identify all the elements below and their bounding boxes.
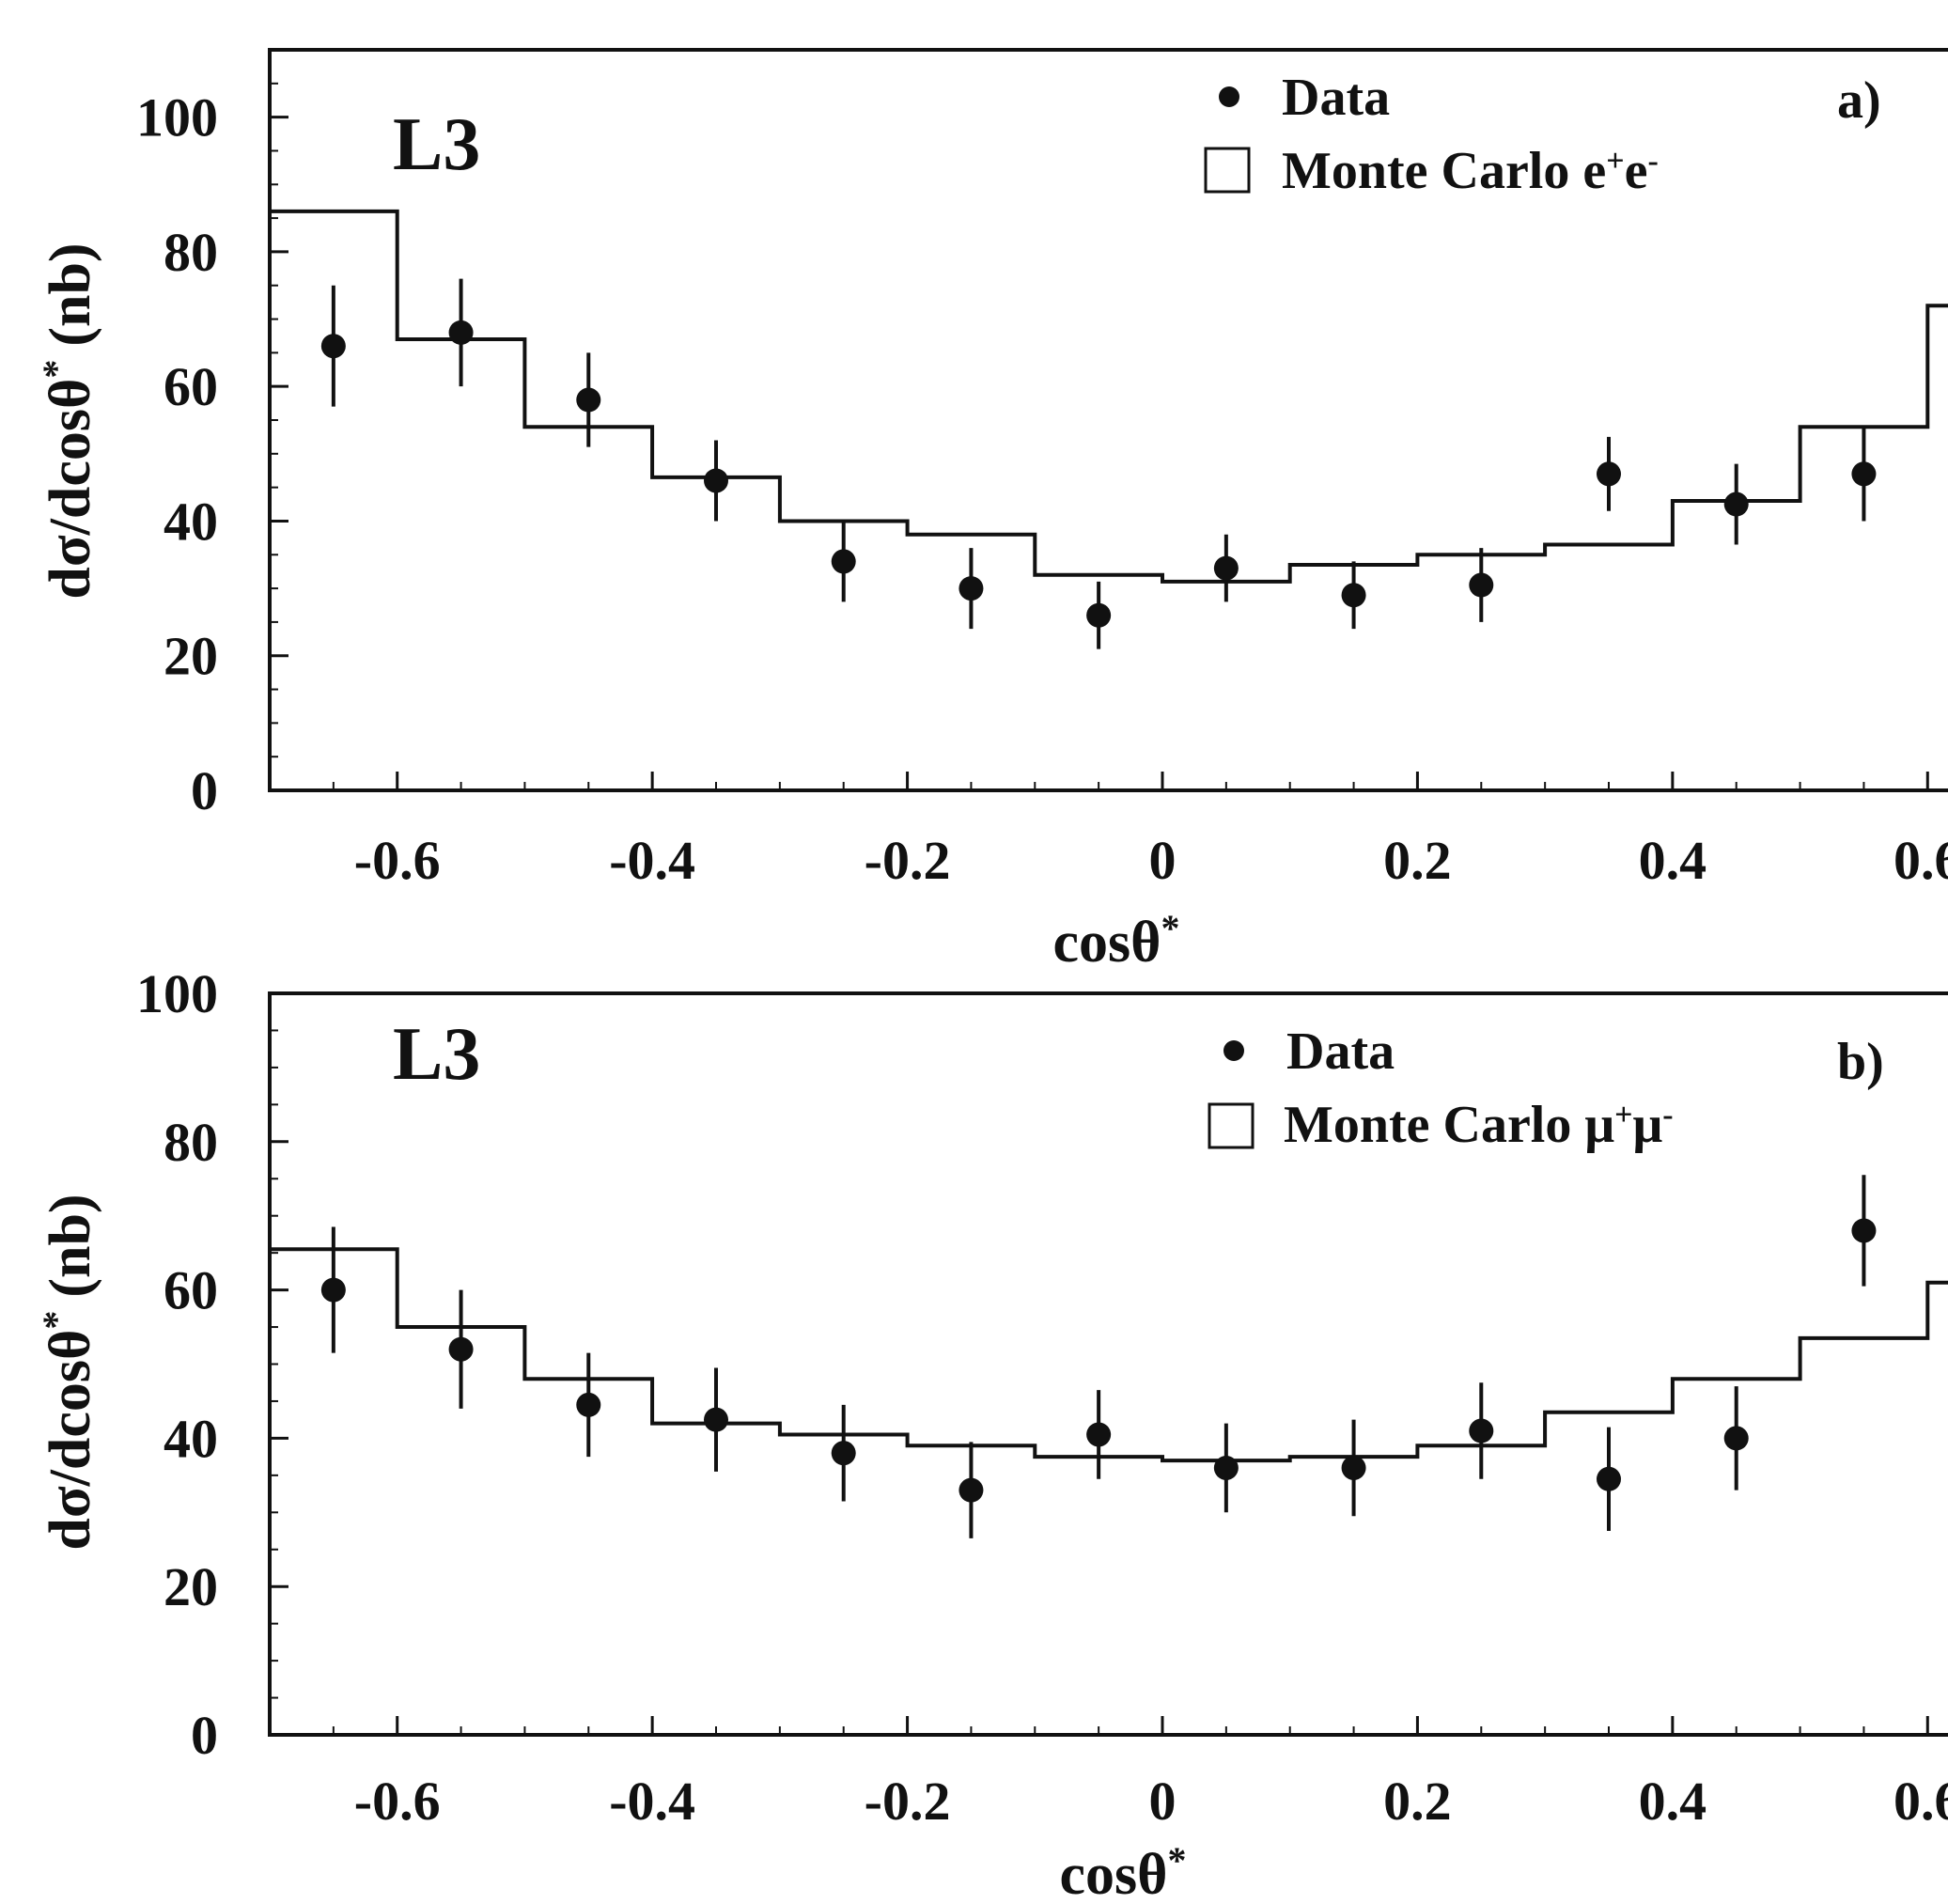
- x-tick-label: -0.6: [354, 830, 441, 891]
- x-tick-label: 0: [1149, 1771, 1177, 1832]
- legend-mc-swatch: [1208, 1102, 1255, 1149]
- y-tick-label: 0: [191, 760, 218, 821]
- data-point: [1851, 461, 1877, 487]
- data-point: [1469, 1418, 1494, 1444]
- x-tick-label: 0.4: [1639, 830, 1707, 891]
- data-point: [1723, 1426, 1749, 1451]
- x-axis-title: cosθ*: [1059, 1839, 1186, 1904]
- panel-a-frame: [268, 48, 1948, 792]
- y-tick-label: 60: [164, 356, 218, 417]
- legend-mc-label: Monte Carlo μ+μ-: [1284, 1096, 1674, 1154]
- panel-tag: a): [1837, 71, 1881, 130]
- data-point: [576, 387, 601, 413]
- data-point: [1597, 461, 1621, 487]
- data-point: [448, 1336, 474, 1362]
- x-tick-label: -0.6: [354, 1771, 441, 1832]
- legend-data-marker: [1219, 86, 1239, 107]
- y-tick-label: 40: [164, 1408, 218, 1469]
- x-tick-label: 0: [1149, 830, 1177, 891]
- data-point: [1723, 492, 1749, 517]
- data-point: [1597, 1466, 1621, 1491]
- legend: Data Monte Carlo e+e-: [1204, 69, 1659, 200]
- data-point: [576, 1392, 601, 1417]
- y-tick-label: 0: [191, 1705, 218, 1766]
- data-point: [1341, 583, 1366, 608]
- data-point: [958, 576, 984, 601]
- x-tick-label: -0.4: [609, 830, 695, 891]
- data-point: [1086, 1422, 1112, 1447]
- data-point: [1213, 555, 1239, 581]
- data-point: [448, 320, 474, 345]
- y-tick-label: 40: [164, 491, 218, 552]
- x-tick-label: 0.2: [1383, 1771, 1452, 1832]
- data-point: [1341, 1455, 1366, 1480]
- x-tick-label: 0.4: [1639, 1771, 1707, 1832]
- data-point: [1213, 1455, 1239, 1480]
- x-tick-label: 0.2: [1383, 830, 1452, 891]
- legend-mc-swatch: [1204, 147, 1251, 194]
- data-point: [831, 1441, 856, 1466]
- y-tick-label: 80: [164, 222, 218, 283]
- legend-data-label: Data: [1282, 69, 1390, 127]
- experiment-label: L3: [393, 1013, 480, 1096]
- y-axis-title: dσ/dcosθ*(nb): [35, 242, 103, 599]
- y-tick-label: 20: [164, 626, 218, 687]
- legend-data-label: Data: [1286, 1022, 1395, 1081]
- panel-a: 0 20 40 60 80 100 -0.6 -0.4 -0.2 0 0.2 0.4 0.6 L3 a)…: [35, 48, 1948, 975]
- legend: Data Monte Carlo μ+μ-: [1208, 1022, 1674, 1154]
- x-tick-label: 0.6: [1893, 830, 1948, 891]
- data-point: [320, 334, 346, 359]
- data-point: [831, 549, 856, 574]
- y-tick-label: 80: [164, 1112, 218, 1173]
- y-tick-label: 20: [164, 1556, 218, 1617]
- y-tick-label: 60: [164, 1260, 218, 1321]
- legend-data-marker: [1223, 1040, 1244, 1061]
- x-tick-label: 0.6: [1893, 1771, 1948, 1832]
- data-point: [704, 468, 728, 493]
- legend-mc-label: Monte Carlo e+e-: [1282, 142, 1659, 200]
- x-tick-label: -0.2: [865, 1771, 951, 1832]
- y-tick-label: 100: [136, 963, 218, 1024]
- data-point: [958, 1477, 984, 1503]
- data-point: [1469, 572, 1494, 598]
- mc-histogram: [270, 209, 1948, 584]
- x-axis-title: cosθ*: [1052, 907, 1179, 975]
- data-point: [1851, 1218, 1877, 1243]
- x-tick-label: -0.4: [609, 1771, 695, 1832]
- experiment-label: L3: [393, 103, 480, 186]
- data-point: [704, 1407, 728, 1432]
- panel-b-frame: [268, 991, 1948, 1737]
- y-axis-title: dσ/dcosθ*(nb): [35, 1194, 103, 1550]
- data-point: [320, 1277, 346, 1303]
- x-tick-label: -0.2: [865, 830, 951, 891]
- panel-tag: b): [1837, 1033, 1884, 1091]
- y-tick-label: 100: [136, 87, 218, 148]
- panel-b: 0 20 40 60 80 100 -0.6 -0.4 -0.2 0 0.2 0.4 0.6 L3 b)…: [35, 963, 1948, 1904]
- data-point: [1086, 602, 1112, 628]
